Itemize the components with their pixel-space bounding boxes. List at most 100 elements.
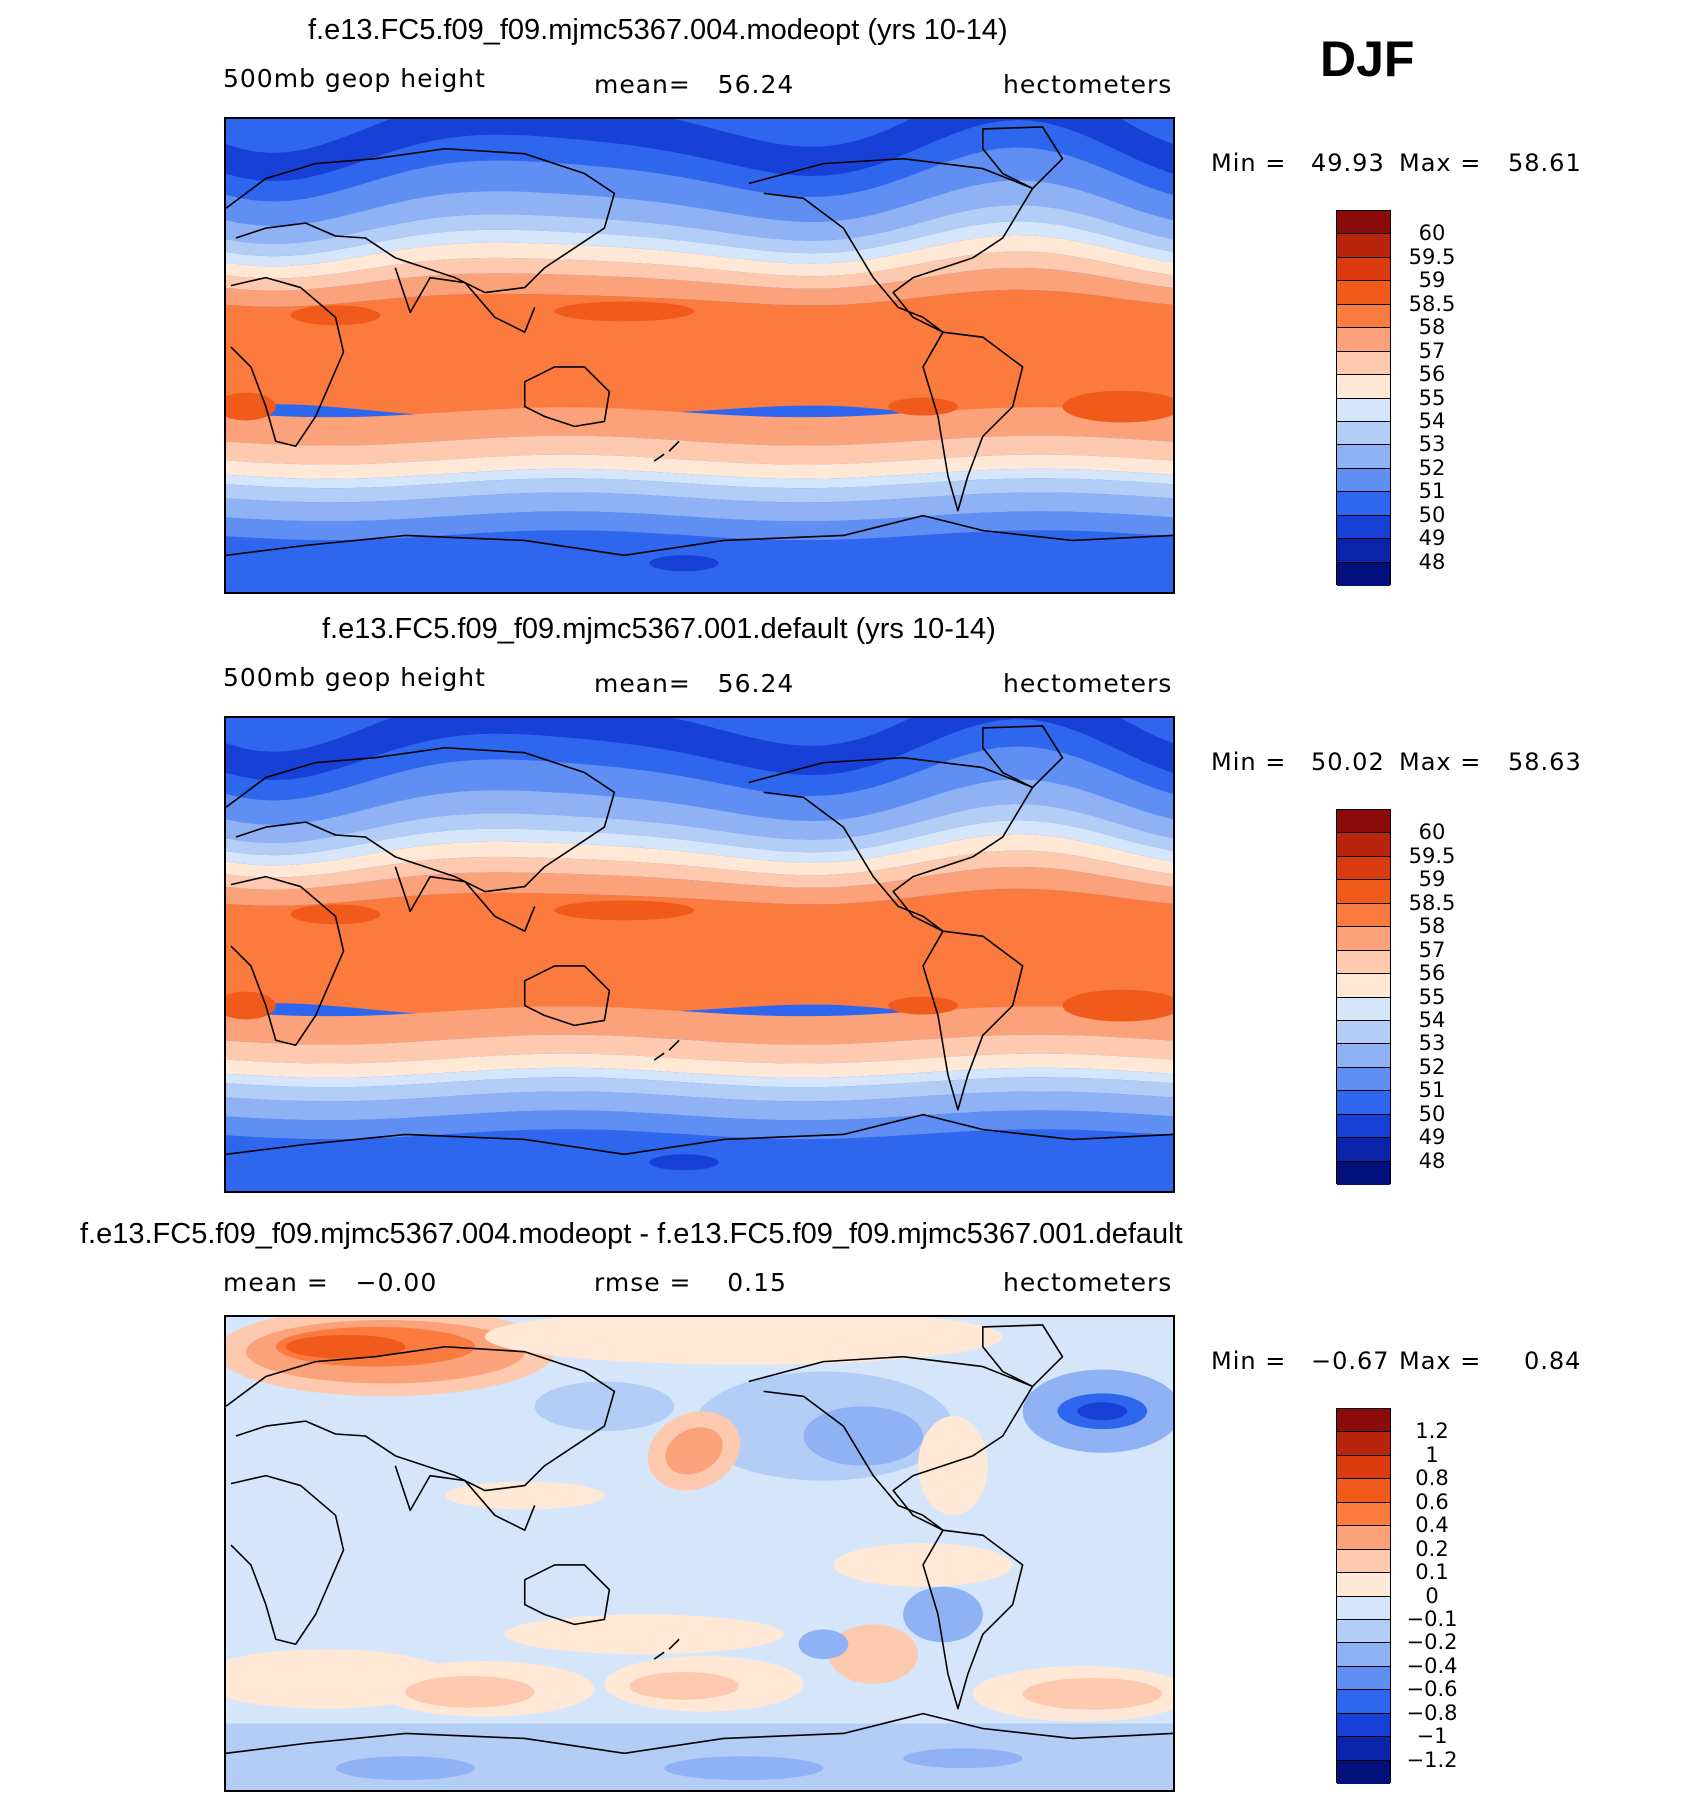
colorbar-swatch — [1337, 927, 1390, 951]
colorbar-label: 0.8 — [1415, 1466, 1449, 1491]
colorbar-swatch — [1337, 1713, 1390, 1738]
colorbar-swatch — [1337, 1643, 1390, 1667]
colorbar-swatch — [1337, 1091, 1390, 1115]
colorbar-label: 49 — [1418, 1125, 1446, 1150]
panel-3-mean: mean = −0.00 — [223, 1268, 438, 1297]
colorbar-swatch — [1337, 1138, 1390, 1162]
panel-3-colorbar — [1336, 1408, 1391, 1784]
colorbar-swatch — [1337, 234, 1390, 258]
panel-1-max-label: Max = — [1399, 149, 1482, 177]
colorbar-label: 58.5 — [1408, 890, 1456, 915]
colorbar-swatch — [1337, 1619, 1390, 1644]
colorbar-label: −0.6 — [1406, 1677, 1458, 1702]
colorbar-swatch — [1337, 515, 1390, 540]
colorbar-swatch — [1337, 1432, 1390, 1456]
panel-1-mean: mean= 56.24 — [594, 70, 795, 99]
colorbar-swatch — [1337, 1573, 1390, 1597]
colorbar-swatch — [1337, 974, 1390, 998]
panel-2-units: hectometers — [1003, 669, 1173, 698]
colorbar-label: 0.2 — [1415, 1536, 1449, 1561]
colorbar-swatch — [1337, 1737, 1390, 1761]
colorbar-label: 58.5 — [1408, 291, 1456, 316]
colorbar-swatch — [1337, 1596, 1390, 1620]
colorbar-label: 52 — [1418, 455, 1446, 480]
colorbar-swatch — [1337, 281, 1390, 305]
colorbar-swatch — [1337, 880, 1390, 904]
colorbar-swatch — [1337, 997, 1390, 1021]
colorbar-label: 60 — [1418, 221, 1446, 246]
panel-2-min-label: Min = — [1211, 748, 1287, 776]
colorbar-label: −0.2 — [1406, 1630, 1458, 1655]
colorbar-swatch — [1337, 1479, 1390, 1503]
colorbar-swatch — [1337, 328, 1390, 352]
colorbar-swatch — [1337, 1549, 1390, 1574]
colorbar-swatch — [1337, 468, 1390, 493]
colorbar-swatch — [1337, 211, 1390, 235]
colorbar-label: 50 — [1418, 502, 1446, 527]
colorbar-label: 56 — [1418, 961, 1446, 986]
panel-3-units: hectometers — [1003, 1268, 1173, 1297]
panel-2-min-value: 50.02 — [1311, 748, 1385, 776]
colorbar-label: 54 — [1418, 1007, 1446, 1032]
colorbar-label: −1.2 — [1406, 1747, 1458, 1772]
colorbar-label: 0.1 — [1415, 1560, 1449, 1585]
colorbar-label: 0.4 — [1415, 1513, 1449, 1538]
colorbar-swatch — [1337, 304, 1390, 329]
colorbar-label: 0 — [1425, 1583, 1439, 1608]
colorbar-label: −0.1 — [1406, 1606, 1458, 1631]
colorbar-label: 55 — [1418, 385, 1446, 410]
colorbar-label: 1.2 — [1415, 1419, 1449, 1444]
colorbar-label: 48 — [1418, 1148, 1446, 1173]
colorbar-swatch — [1337, 1666, 1390, 1691]
panel-1-colorbar — [1336, 210, 1391, 586]
season-label: DJF — [1320, 31, 1415, 87]
colorbar-swatch — [1337, 1455, 1390, 1480]
panel-1-variable: 500mb geop height — [223, 64, 486, 93]
colorbar-label: 50 — [1418, 1101, 1446, 1126]
colorbar-label: 49 — [1418, 526, 1446, 551]
colorbar-swatch — [1337, 375, 1390, 399]
colorbar-label: 59 — [1418, 867, 1446, 892]
colorbar-swatch — [1337, 539, 1390, 563]
colorbar-label: 57 — [1418, 937, 1446, 962]
colorbar-swatch — [1337, 856, 1390, 881]
colorbar-label: 48 — [1418, 549, 1446, 574]
panel-3-min-value: −0.67 — [1311, 1347, 1390, 1375]
colorbar-label: 55 — [1418, 984, 1446, 1009]
panel-1-min-label: Min = — [1211, 149, 1287, 177]
panel-3-max-label: Max = — [1399, 1347, 1482, 1375]
colorbar-swatch — [1337, 1526, 1390, 1550]
colorbar-label: 0.6 — [1415, 1489, 1449, 1514]
panel-2-max-value: 58.63 — [1508, 748, 1582, 776]
colorbar-swatch — [1337, 421, 1390, 446]
colorbar-swatch — [1337, 351, 1390, 376]
colorbar-label: 58 — [1418, 914, 1446, 939]
panel-3-min-label: Min = — [1211, 1347, 1287, 1375]
colorbar-swatch — [1337, 445, 1390, 469]
panel-3-rmse: rmse = 0.15 — [594, 1268, 787, 1297]
colorbar-label: 53 — [1418, 1031, 1446, 1056]
colorbar-label: 56 — [1418, 362, 1446, 387]
colorbar-label: 59.5 — [1408, 244, 1456, 269]
colorbar-swatch — [1337, 1114, 1390, 1139]
colorbar-label: 58 — [1418, 315, 1446, 340]
colorbar-swatch — [1337, 950, 1390, 975]
colorbar-label: −0.4 — [1406, 1653, 1458, 1678]
colorbar-label: 59.5 — [1408, 843, 1456, 868]
panel-3-title: f.e13.FC5.f09_f09.mjmc5367.004.modeopt -… — [80, 1218, 1183, 1250]
panel-2-title: f.e13.FC5.f09_f09.mjmc5367.001.default (… — [322, 613, 996, 645]
colorbar-label: 59 — [1418, 268, 1446, 293]
colorbar-swatch — [1337, 1690, 1390, 1714]
colorbar-swatch — [1337, 1020, 1390, 1045]
panel-2-max-label: Max = — [1399, 748, 1482, 776]
colorbar-swatch — [1337, 1409, 1390, 1433]
panel-1-map — [224, 117, 1175, 594]
colorbar-swatch — [1337, 562, 1390, 586]
colorbar-label: 1 — [1425, 1442, 1439, 1467]
colorbar-label: 53 — [1418, 432, 1446, 457]
colorbar-label: 51 — [1418, 1078, 1446, 1103]
colorbar-swatch — [1337, 257, 1390, 282]
colorbar-swatch — [1337, 1044, 1390, 1068]
colorbar-label: 52 — [1418, 1054, 1446, 1079]
colorbar-swatch — [1337, 1161, 1390, 1185]
